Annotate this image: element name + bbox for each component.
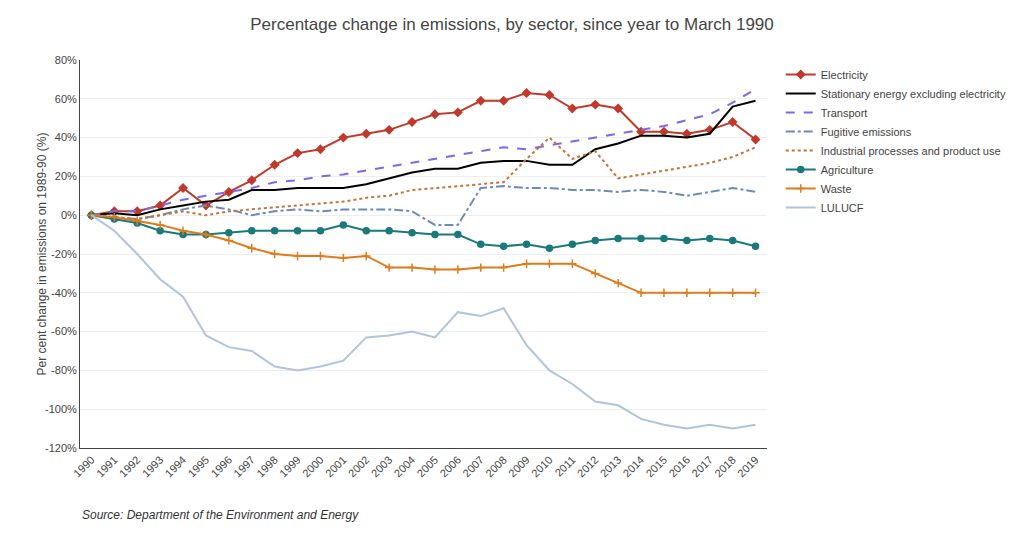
svg-text:1990: 1990 bbox=[71, 454, 97, 480]
svg-text:Waste: Waste bbox=[821, 183, 852, 195]
svg-text:1996: 1996 bbox=[208, 454, 234, 480]
svg-text:1991: 1991 bbox=[94, 454, 120, 480]
svg-text:80%: 80% bbox=[55, 54, 77, 66]
svg-text:1998: 1998 bbox=[254, 454, 280, 480]
svg-text:2005: 2005 bbox=[414, 454, 440, 480]
svg-text:2013: 2013 bbox=[598, 454, 624, 480]
svg-text:Industrial processes and produ: Industrial processes and product use bbox=[821, 145, 1001, 157]
svg-text:-20%: -20% bbox=[51, 248, 77, 260]
svg-text:2002: 2002 bbox=[346, 454, 372, 480]
svg-text:LULUCF: LULUCF bbox=[821, 202, 864, 214]
svg-text:2004: 2004 bbox=[392, 454, 418, 480]
svg-text:2015: 2015 bbox=[643, 454, 669, 480]
svg-text:2009: 2009 bbox=[506, 454, 532, 480]
svg-text:1995: 1995 bbox=[185, 454, 211, 480]
svg-text:Per cent change in emissions o: Per cent change in emissions on 1989-90 … bbox=[35, 133, 49, 376]
svg-text:2003: 2003 bbox=[369, 454, 395, 480]
svg-text:2006: 2006 bbox=[437, 454, 463, 480]
svg-text:2008: 2008 bbox=[483, 454, 509, 480]
svg-text:1997: 1997 bbox=[231, 454, 257, 480]
svg-text:0%: 0% bbox=[61, 209, 77, 221]
svg-text:-120%: -120% bbox=[45, 442, 77, 454]
svg-text:2012: 2012 bbox=[575, 454, 601, 480]
svg-text:Fugitive emissions: Fugitive emissions bbox=[821, 126, 912, 138]
svg-text:Source: Department of the Envi: Source: Department of the Environment an… bbox=[82, 508, 359, 522]
svg-text:Agriculture: Agriculture bbox=[821, 164, 874, 176]
svg-text:2001: 2001 bbox=[323, 454, 349, 480]
svg-text:-100%: -100% bbox=[45, 403, 77, 415]
svg-text:Percentage change in emissions: Percentage change in emissions, by secto… bbox=[250, 15, 774, 34]
svg-text:20%: 20% bbox=[55, 170, 77, 182]
svg-text:2016: 2016 bbox=[666, 454, 692, 480]
svg-text:2000: 2000 bbox=[300, 454, 326, 480]
svg-text:2017: 2017 bbox=[689, 454, 715, 480]
svg-text:1999: 1999 bbox=[277, 454, 303, 480]
svg-text:60%: 60% bbox=[55, 93, 77, 105]
svg-text:Stationary energy excluding el: Stationary energy excluding electricity bbox=[821, 88, 1006, 100]
svg-text:2018: 2018 bbox=[712, 454, 738, 480]
svg-text:2007: 2007 bbox=[460, 454, 486, 480]
svg-text:2014: 2014 bbox=[621, 454, 647, 480]
svg-text:Transport: Transport bbox=[821, 107, 868, 119]
svg-text:2010: 2010 bbox=[529, 454, 555, 480]
svg-text:-80%: -80% bbox=[51, 364, 77, 376]
svg-text:1993: 1993 bbox=[140, 454, 166, 480]
svg-text:Electricity: Electricity bbox=[821, 69, 869, 81]
svg-text:-60%: -60% bbox=[51, 325, 77, 337]
svg-text:1992: 1992 bbox=[117, 454, 143, 480]
svg-text:-40%: -40% bbox=[51, 287, 77, 299]
svg-text:2019: 2019 bbox=[735, 454, 761, 480]
svg-text:40%: 40% bbox=[55, 131, 77, 143]
svg-text:2011: 2011 bbox=[552, 454, 577, 479]
svg-text:1994: 1994 bbox=[163, 454, 189, 480]
